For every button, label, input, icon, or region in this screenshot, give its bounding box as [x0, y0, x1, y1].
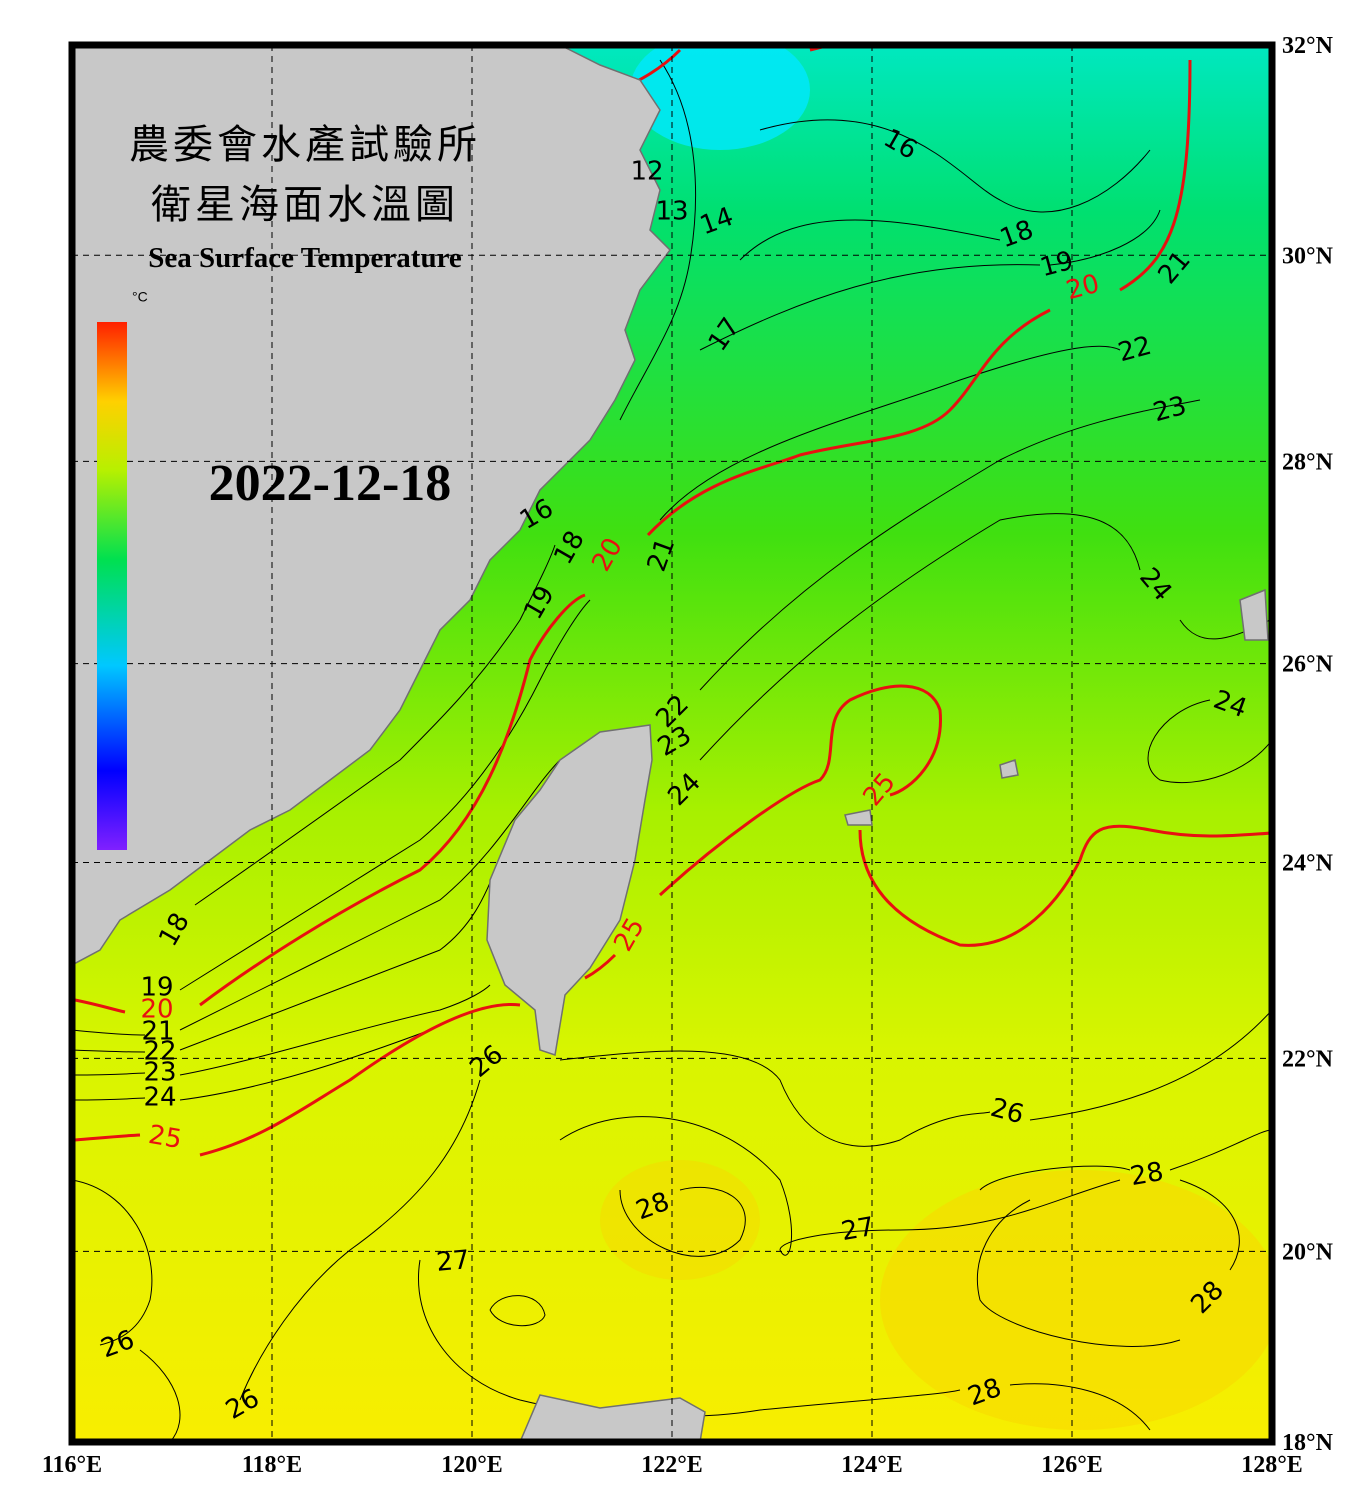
contour-label: 20 — [140, 995, 173, 1025]
island — [1239, 588, 1269, 641]
date: 2022-12-18 — [209, 455, 452, 512]
isotherm — [489, 1295, 546, 1327]
isotherm — [976, 1165, 1240, 1347]
isotherm — [194, 544, 556, 906]
lat-label: 28°N — [1282, 449, 1334, 475]
china-coast — [72, 45, 671, 966]
isotherm — [72, 984, 491, 1076]
map-frame — [68, 41, 1276, 1446]
isotherm — [179, 599, 591, 991]
land — [72, 45, 1269, 1442]
warm-patch — [880, 1170, 1272, 1430]
isotherm — [619, 59, 697, 421]
luzon — [519, 1394, 706, 1442]
island — [999, 759, 1019, 779]
lat-label: 24°N — [1282, 851, 1334, 877]
title-en: Sea Surface Temperature — [148, 242, 462, 274]
lon-label: 120°E — [441, 1452, 503, 1478]
isotherm-major — [584, 684, 942, 980]
isotherm-major — [74, 593, 586, 1014]
lon-label: 124°E — [841, 1452, 903, 1478]
contour-label: 24 — [143, 1083, 176, 1113]
title-block: 農委會水產試驗所 衛星海面水溫圖 Sea Surface Temperature… — [129, 122, 481, 512]
isotherm — [699, 264, 1041, 351]
lon-label: 116°E — [42, 1452, 102, 1478]
isotherm-major — [74, 1002, 521, 1157]
contour-label: 12 — [630, 157, 663, 187]
isotherm — [72, 759, 561, 1036]
isotherm — [739, 209, 1161, 266]
isotherms — [72, 59, 1272, 1442]
lon-label: 118°E — [242, 1452, 302, 1478]
lat-label: 30°N — [1282, 243, 1334, 269]
isotherm — [699, 399, 1201, 691]
lat-label: 20°N — [1282, 1239, 1334, 1265]
isotherm — [559, 1116, 1272, 1256]
island — [844, 809, 873, 826]
contour-label: 23 — [143, 1058, 176, 1088]
lon-label: 128°E — [1241, 1452, 1303, 1478]
contour-label: 21 — [141, 1017, 174, 1047]
contour-label: 28 — [1128, 1157, 1166, 1192]
lat-label: 22°N — [1282, 1046, 1334, 1072]
isotherm — [239, 1079, 481, 1401]
contour-label: 19 — [140, 973, 173, 1003]
contour-label: 27 — [839, 1212, 877, 1247]
title-zh-1: 農委會水產試驗所 — [129, 122, 481, 168]
axis-labels: 32°N 30°N 28°N 26°N 24°N 22°N 20°N 18°N 116°E 118… — [42, 33, 1334, 1478]
isotherm — [559, 1009, 1272, 1147]
colorbar: °C — [97, 289, 148, 850]
lon-label: 122°E — [641, 1452, 703, 1478]
isotherm — [72, 1179, 181, 1442]
isotherm — [72, 859, 501, 1053]
lat-label: 32°N — [1282, 33, 1334, 59]
title-zh-2: 衛星海面水溫圖 — [151, 182, 459, 228]
isotherm — [759, 119, 1151, 213]
isotherm-major — [646, 59, 1192, 537]
contour-label: 27 — [435, 1245, 471, 1278]
isotherm — [1147, 699, 1272, 784]
contour-label: 25 — [146, 1120, 184, 1155]
warm-patch — [600, 1160, 760, 1280]
isotherm — [659, 345, 1121, 521]
colorbar-ramp — [97, 322, 127, 850]
lat-label: 26°N — [1282, 652, 1334, 678]
lon-label: 126°E — [1041, 1452, 1103, 1478]
contour-label: 22 — [143, 1037, 176, 1067]
isotherm — [72, 1029, 431, 1101]
lat-label: 18°N — [1282, 1430, 1334, 1456]
cold-patch — [630, 45, 810, 150]
colorbar-unit: °C — [132, 289, 148, 305]
isotherm — [619, 1186, 746, 1257]
contour-label: 13 — [655, 197, 688, 227]
taiwan — [486, 724, 653, 1056]
graticule — [72, 45, 1272, 1442]
